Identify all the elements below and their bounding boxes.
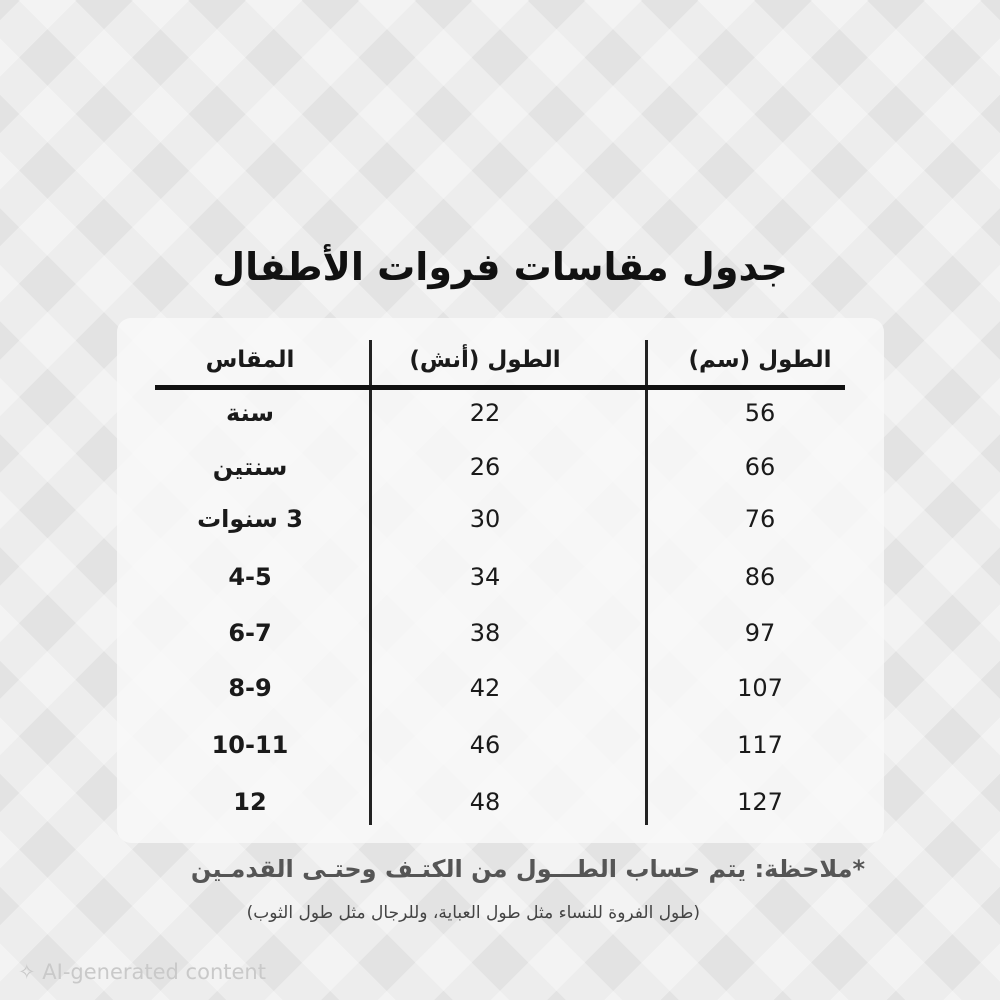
table-cell-inch: 38 [469, 619, 501, 647]
table-cell-cm: 97 [744, 619, 776, 647]
table-cell-cm: 86 [744, 563, 776, 591]
ai-watermark: ✧ AI-generated content [18, 960, 266, 984]
table-cell-size: 8-9 [228, 674, 272, 702]
table-cell-size: 12 [233, 788, 267, 816]
table-cell-inch: 30 [469, 505, 501, 533]
table-cell-inch: 26 [469, 453, 501, 481]
note-subtext: (طول الفروة للنساء مثل طول العباية، وللر… [246, 903, 700, 923]
table-cell-size: سنتين [212, 453, 288, 481]
table-cell-cm: 117 [737, 731, 783, 759]
table-cell-inch: 48 [469, 788, 501, 816]
table-cell-cm: 76 [744, 505, 776, 533]
table-cell-size: 10-11 [211, 731, 289, 759]
table-cell-cm: 56 [744, 399, 776, 427]
table-cell-inch: 42 [469, 674, 501, 702]
table-cell-size: 3 سنوات [197, 505, 303, 533]
table-cell-size: سنة [226, 399, 274, 427]
size-table-card [117, 318, 884, 843]
table-cell-inch: 22 [469, 399, 501, 427]
table-cell-cm: 66 [744, 453, 776, 481]
column-divider [369, 340, 372, 825]
page-title: جدول مقاسات فروات الأطفال [212, 245, 788, 289]
table-cell-cm: 107 [737, 674, 783, 702]
header-cm: الطول (سم) [688, 347, 832, 373]
column-divider [645, 340, 648, 825]
note: *ملاحظة: يتم حساب الطـــول من الكتـف وحت… [190, 855, 865, 883]
table-cell-size: 6-7 [228, 619, 272, 647]
table-cell-size: 4-5 [228, 563, 272, 591]
table-cell-cm: 127 [737, 788, 783, 816]
header-size: المقاس [205, 347, 295, 373]
table-cell-inch: 34 [469, 563, 501, 591]
table-cell-inch: 46 [469, 731, 501, 759]
header-divider [155, 385, 845, 390]
header-inch: الطول (أنش) [409, 347, 561, 373]
